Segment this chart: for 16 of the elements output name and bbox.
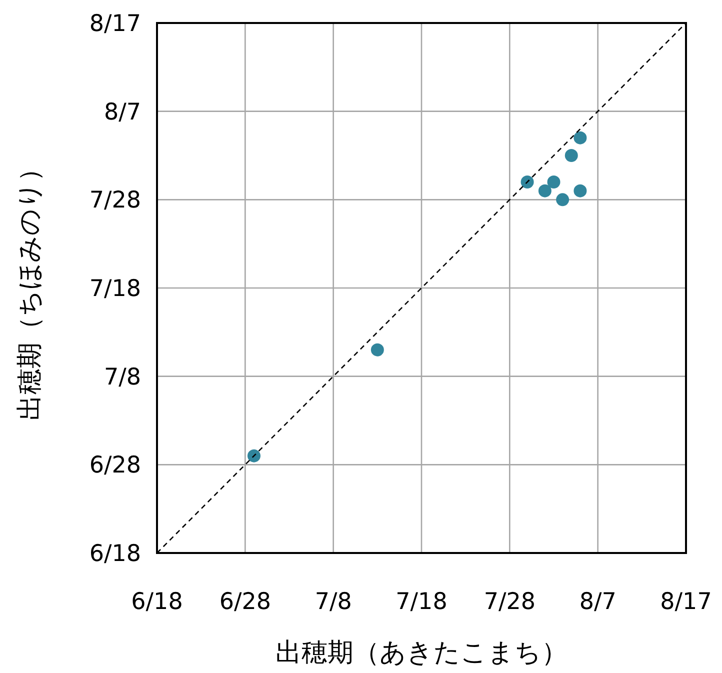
y-tick-label: 6/28 — [89, 452, 141, 479]
y-axis-title: 出穂期（ちほみのり） — [15, 156, 45, 420]
y-tick-label: 8/17 — [89, 11, 141, 37]
y-tick-label: 6/18 — [89, 541, 141, 567]
x-tick-label: 6/18 — [131, 589, 183, 615]
x-tick-label: 7/8 — [314, 589, 352, 615]
x-tick-label: 7/18 — [396, 589, 448, 615]
y-tick-label: 7/8 — [104, 364, 141, 390]
y-tick-label: 8/7 — [104, 99, 141, 126]
x-axis-title: 出穂期（あきたこまち） — [276, 638, 568, 668]
x-tick-label: 8/7 — [579, 589, 616, 615]
y-tick-label: 7/18 — [89, 276, 141, 302]
y-tick-label: 7/28 — [89, 188, 141, 214]
x-tick-label: 6/28 — [219, 589, 271, 615]
x-tick-label: 7/28 — [484, 589, 536, 615]
x-tick-label: 8/17 — [660, 589, 712, 615]
